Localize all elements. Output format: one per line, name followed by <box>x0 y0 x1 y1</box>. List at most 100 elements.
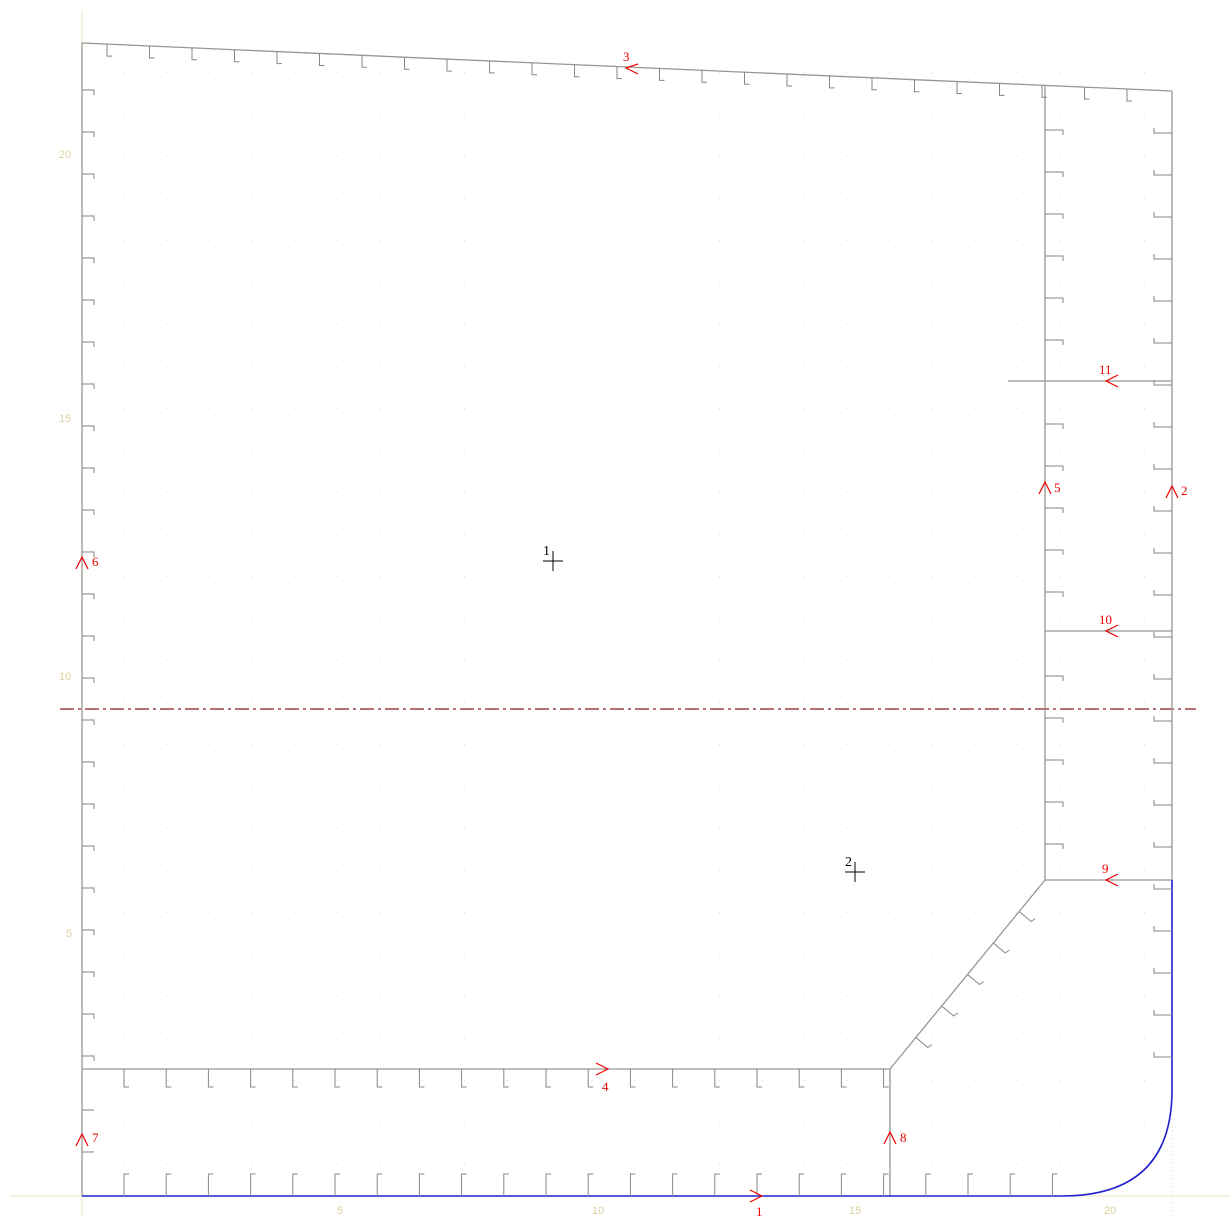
segment-2-arrow <box>1165 484 1179 499</box>
grid-dot <box>761 702 763 703</box>
grid-dot <box>1186 282 1188 283</box>
grid-dot <box>591 954 593 955</box>
grid-dot <box>294 1122 295 1123</box>
grid-dot <box>931 912 933 913</box>
grid-dot <box>379 366 380 367</box>
grid-dot <box>634 1122 635 1123</box>
grid-dot <box>591 1038 593 1039</box>
stiffener <box>82 1055 95 1061</box>
stiffener <box>574 64 580 78</box>
grid-dot <box>634 324 635 325</box>
stiffener <box>1153 968 1172 974</box>
grid-dot <box>846 660 848 661</box>
grid-dot <box>464 912 465 913</box>
grid-dot <box>846 786 848 787</box>
grid-dot <box>166 1122 168 1123</box>
grid-dot <box>931 1038 933 1039</box>
segment-label-7: 7 <box>92 1130 99 1145</box>
grid-dot <box>931 282 933 283</box>
grid-dot <box>761 744 763 745</box>
stiffener <box>1153 632 1172 638</box>
grid-dot <box>379 198 380 199</box>
grid-dot <box>421 450 423 451</box>
stiffener <box>418 1069 425 1088</box>
grid-dot <box>634 156 635 157</box>
grid-dot <box>1059 72 1060 73</box>
grid-dot <box>761 450 763 451</box>
grid-dot <box>1144 366 1145 367</box>
stiffener <box>82 551 95 557</box>
grid-dot <box>634 114 635 115</box>
grid-dot <box>124 408 125 409</box>
grid-dot <box>1059 366 1060 367</box>
grid-dot <box>676 72 678 73</box>
grid-dot <box>719 1080 720 1081</box>
stiffener <box>82 383 95 389</box>
grid-dot <box>379 1038 380 1039</box>
grid-dot <box>634 1164 635 1165</box>
grid-dot <box>634 366 635 367</box>
grid-dot <box>124 702 125 703</box>
grid-dot <box>549 702 550 703</box>
stiffener <box>531 62 537 76</box>
grid-dot <box>1186 576 1188 577</box>
grid-dot <box>804 408 805 409</box>
grid-dot <box>209 1164 210 1165</box>
grid-dot <box>506 576 508 577</box>
stiffener <box>82 257 95 263</box>
grid-dot <box>591 198 593 199</box>
grid-dot <box>889 450 890 451</box>
stiffener <box>1051 1173 1058 1196</box>
grid-dot <box>676 240 678 241</box>
grid-dot <box>549 282 550 283</box>
stiffener <box>956 81 962 94</box>
grid-dot <box>294 702 295 703</box>
grid-dot <box>294 660 295 661</box>
grid-dot <box>251 366 253 367</box>
grid-dot <box>379 534 380 535</box>
stiffener <box>616 66 622 80</box>
grid-dot <box>336 996 338 997</box>
grid-dot <box>931 702 933 703</box>
grid-dot <box>719 744 720 745</box>
segment-3-deck <box>81 42 1173 92</box>
grid-dot <box>846 912 848 913</box>
grid-dot <box>1101 870 1103 871</box>
grid-dot <box>1144 198 1145 199</box>
grid-dot <box>804 954 805 955</box>
segment-label-5: 5 <box>1054 480 1061 495</box>
grid-dot <box>294 492 295 493</box>
grid-dot <box>336 702 338 703</box>
grid-dot <box>931 450 933 451</box>
grid-dot <box>379 954 380 955</box>
stiffener <box>1018 911 1036 923</box>
grid-dot <box>591 408 593 409</box>
stiffener <box>1009 1173 1016 1196</box>
grid-dot <box>1144 870 1145 871</box>
grid-dot <box>719 366 720 367</box>
grid-dot <box>676 912 678 913</box>
stiffener <box>207 1069 214 1088</box>
grid-dot <box>1016 576 1018 577</box>
grid-dot <box>846 534 848 535</box>
grid-dot <box>421 1164 423 1165</box>
stiffener <box>418 1173 425 1196</box>
grid-dot <box>336 198 338 199</box>
grid-dot <box>761 1122 763 1123</box>
grid-dot <box>294 198 295 199</box>
grid-dot <box>464 996 465 997</box>
stiffener <box>925 1173 931 1196</box>
grid-dot <box>889 366 890 367</box>
grid-dot <box>1101 912 1103 913</box>
grid-dot <box>846 114 848 115</box>
stiffener <box>545 1173 551 1196</box>
grid-dot <box>931 324 933 325</box>
y-tick-label-10: 10 <box>59 671 71 683</box>
grid-dot <box>294 534 295 535</box>
grid-dot <box>421 156 423 157</box>
grid-dot <box>464 282 465 283</box>
stiffener <box>999 83 1005 96</box>
grid-dot <box>634 576 635 577</box>
stiffener <box>82 677 95 683</box>
stiffener <box>149 46 155 59</box>
